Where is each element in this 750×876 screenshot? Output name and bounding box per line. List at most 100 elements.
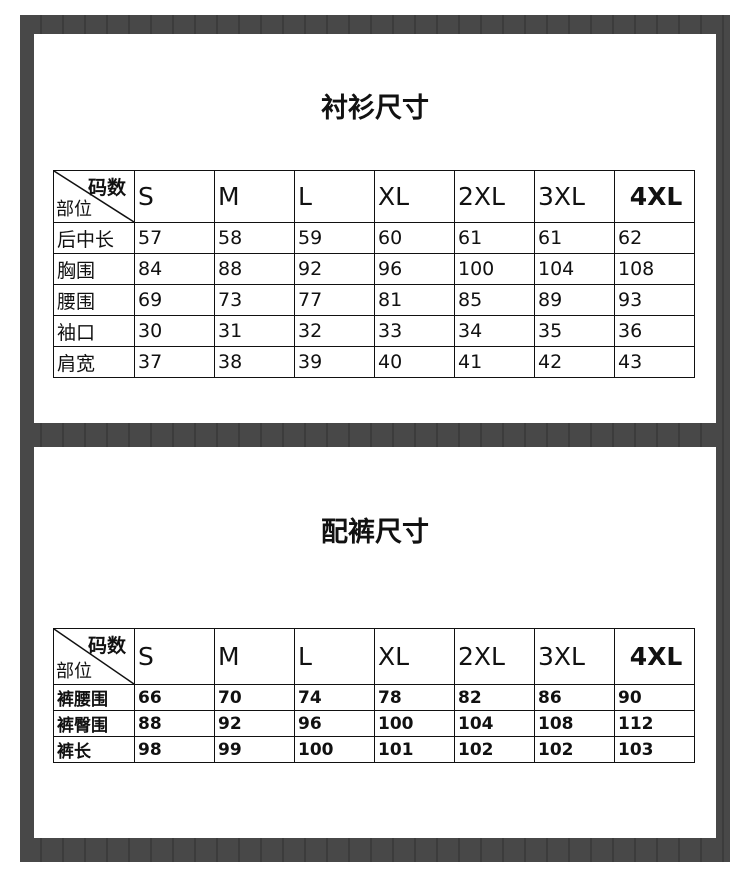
value-cell: 74 — [294, 684, 375, 711]
value-cell: 39 — [294, 346, 375, 378]
value-cell: 85 — [454, 284, 535, 316]
table-row: 胸围 84 88 92 96 100 104 108 — [53, 253, 695, 285]
value-cell: 100 — [294, 736, 375, 763]
size-header: M — [214, 170, 295, 223]
corner-part-label: 部位 — [56, 661, 92, 682]
value-cell: 100 — [374, 710, 455, 737]
shirt-size-table: 码数 部位 S M L XL 2XL 3XL 4XL 后中长 57 58 59 60 61 61 62 胸围 84 8… — [53, 170, 695, 378]
row-label: 裤腰围 — [53, 684, 135, 711]
shirt-size-panel: 衬衫尺寸 码数 部位 S M L XL 2XL 3XL 4XL 后中长 57 58 59 60 61 61 62… — [34, 34, 716, 423]
row-label: 裤长 — [53, 736, 135, 763]
value-cell: 73 — [214, 284, 295, 316]
size-header: S — [134, 628, 215, 685]
value-cell: 102 — [454, 736, 535, 763]
value-cell: 40 — [374, 346, 455, 378]
value-cell: 103 — [614, 736, 695, 763]
value-cell: 84 — [134, 253, 215, 285]
size-header: XL — [374, 628, 455, 685]
value-cell: 33 — [374, 315, 455, 347]
size-header: 4XL — [614, 170, 695, 223]
header-row: 码数 部位 S M L XL 2XL 3XL 4XL — [53, 628, 695, 685]
size-header: 2XL — [454, 628, 535, 685]
value-cell: 41 — [454, 346, 535, 378]
size-header: M — [214, 628, 295, 685]
value-cell: 34 — [454, 315, 535, 347]
pants-size-table: 码数 部位 S M L XL 2XL 3XL 4XL 裤腰围 66 70 74 78 82 86 90 裤臀围 88… — [53, 628, 695, 763]
value-cell: 36 — [614, 315, 695, 347]
value-cell: 100 — [454, 253, 535, 285]
value-cell: 70 — [214, 684, 295, 711]
value-cell: 38 — [214, 346, 295, 378]
value-cell: 90 — [614, 684, 695, 711]
header-row: 码数 部位 S M L XL 2XL 3XL 4XL — [53, 170, 695, 223]
value-cell: 62 — [614, 222, 695, 254]
value-cell: 98 — [134, 736, 215, 763]
diagonal-line — [54, 171, 134, 222]
size-header: 4XL — [614, 628, 695, 685]
table-row: 裤臀围 88 92 96 100 104 108 112 — [53, 710, 695, 737]
table-row: 肩宽 37 38 39 40 41 42 43 — [53, 346, 695, 378]
value-cell: 88 — [134, 710, 215, 737]
size-header: 2XL — [454, 170, 535, 223]
value-cell: 92 — [294, 253, 375, 285]
value-cell: 77 — [294, 284, 375, 316]
row-label: 胸围 — [53, 253, 135, 285]
row-label: 裤臀围 — [53, 710, 135, 737]
value-cell: 35 — [534, 315, 615, 347]
row-label: 袖口 — [53, 315, 135, 347]
value-cell: 66 — [134, 684, 215, 711]
value-cell: 61 — [534, 222, 615, 254]
value-cell: 89 — [534, 284, 615, 316]
size-header: L — [294, 170, 375, 223]
table-row: 后中长 57 58 59 60 61 61 62 — [53, 222, 695, 254]
value-cell: 96 — [374, 253, 455, 285]
value-cell: 108 — [534, 710, 615, 737]
value-cell: 112 — [614, 710, 695, 737]
shirt-size-title: 衬衫尺寸 — [321, 93, 429, 124]
size-header: XL — [374, 170, 455, 223]
value-cell: 60 — [374, 222, 455, 254]
value-cell: 30 — [134, 315, 215, 347]
value-cell: 61 — [454, 222, 535, 254]
corner-cell: 码数 部位 — [53, 170, 135, 223]
diagonal-line — [54, 629, 134, 684]
corner-size-label: 码数 — [87, 635, 126, 657]
value-cell: 32 — [294, 315, 375, 347]
value-cell: 92 — [214, 710, 295, 737]
corner-size-label: 码数 — [87, 177, 126, 199]
value-cell: 78 — [374, 684, 455, 711]
value-cell: 96 — [294, 710, 375, 737]
row-label: 后中长 — [53, 222, 135, 254]
size-header: L — [294, 628, 375, 685]
table-row: 袖口 30 31 32 33 34 35 36 — [53, 315, 695, 347]
value-cell: 81 — [374, 284, 455, 316]
value-cell: 69 — [134, 284, 215, 316]
pants-size-title: 配裤尺寸 — [321, 517, 429, 548]
pants-size-panel: 配裤尺寸 码数 部位 S M L XL 2XL 3XL 4XL 裤腰围 66 70 74 78 82 86 90… — [34, 447, 716, 838]
value-cell: 57 — [134, 222, 215, 254]
size-header: 3XL — [534, 628, 615, 685]
value-cell: 88 — [214, 253, 295, 285]
value-cell: 82 — [454, 684, 535, 711]
value-cell: 42 — [534, 346, 615, 378]
table-row: 裤长 98 99 100 101 102 102 103 — [53, 736, 695, 763]
value-cell: 37 — [134, 346, 215, 378]
value-cell: 104 — [534, 253, 615, 285]
value-cell: 104 — [454, 710, 535, 737]
value-cell: 108 — [614, 253, 695, 285]
corner-cell: 码数部位 — [53, 628, 135, 685]
value-cell: 58 — [214, 222, 295, 254]
value-cell: 59 — [294, 222, 375, 254]
table-row: 腰围 69 73 77 81 85 89 93 — [53, 284, 695, 316]
value-cell: 101 — [374, 736, 455, 763]
value-cell: 43 — [614, 346, 695, 378]
corner-part-label: 部位 — [56, 199, 92, 220]
size-header: S — [134, 170, 215, 223]
value-cell: 102 — [534, 736, 615, 763]
size-header: 3XL — [534, 170, 615, 223]
table-row: 裤腰围 66 70 74 78 82 86 90 — [53, 684, 695, 711]
value-cell: 93 — [614, 284, 695, 316]
value-cell: 86 — [534, 684, 615, 711]
row-label: 肩宽 — [53, 346, 135, 378]
row-label: 腰围 — [53, 284, 135, 316]
